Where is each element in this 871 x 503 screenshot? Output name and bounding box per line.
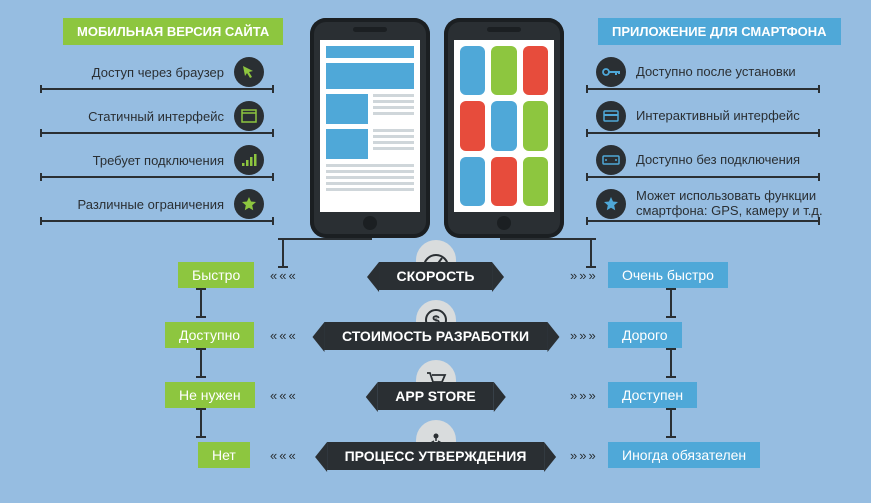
phone-screen xyxy=(454,40,554,212)
layout-row xyxy=(326,129,414,159)
rule xyxy=(586,220,820,222)
app-tile xyxy=(460,101,485,150)
signal-icon xyxy=(234,145,264,175)
arrows-left-icon: ««« xyxy=(270,448,298,463)
connector xyxy=(200,348,202,378)
app-tile xyxy=(460,157,485,206)
cmp-center-label: СТОИМОСТЬ РАЗРАБОТКИ xyxy=(324,322,547,350)
cmp-left-value: Нет xyxy=(198,442,250,468)
arrows-right-icon: »»» xyxy=(570,388,598,403)
feature-text: Доступно после установки xyxy=(636,65,796,80)
rule xyxy=(40,88,274,90)
app-grid xyxy=(460,46,548,206)
app-tile xyxy=(491,46,516,95)
cmp-center-label: СКОРОСТЬ xyxy=(379,262,493,290)
window-icon xyxy=(234,101,264,131)
layout-bar xyxy=(326,94,368,124)
cmp-right-value: Доступен xyxy=(608,382,697,408)
feature-text: Доступно без подключения xyxy=(636,153,800,168)
feature-text: Статичный интерфейс xyxy=(88,109,224,124)
feature-row: Доступно без подключения xyxy=(590,138,850,182)
connector xyxy=(282,238,372,240)
features-left: Доступ через браузер Статичный интерфейс… xyxy=(10,50,270,226)
cmp-right-value: Иногда обязателен xyxy=(608,442,760,468)
feature-text: Может использовать функции смартфона: GP… xyxy=(636,189,826,219)
feature-row: Может использовать функции смартфона: GP… xyxy=(590,182,850,226)
cmp-center-label: ПРОЦЕСС УТВЕРЖДЕНИЯ xyxy=(327,442,545,470)
rule xyxy=(40,176,274,178)
star-icon xyxy=(596,189,626,219)
cursor-icon xyxy=(234,57,264,87)
arrows-right-icon: »»» xyxy=(570,328,598,343)
phone-screen xyxy=(320,40,420,212)
feature-row: Различные ограничения xyxy=(10,182,270,226)
text-lines xyxy=(373,129,415,159)
arrows-left-icon: ««« xyxy=(270,328,298,343)
device-icon xyxy=(596,145,626,175)
feature-text: Различные ограничения xyxy=(78,197,224,212)
rule xyxy=(40,220,274,222)
layout-bar xyxy=(326,46,414,58)
cmp-left-value: Не нужен xyxy=(165,382,255,408)
card-icon xyxy=(596,101,626,131)
text-lines xyxy=(326,164,414,206)
connector xyxy=(200,288,202,318)
feature-row: Интерактивный интерфейс xyxy=(590,94,850,138)
rule xyxy=(40,132,274,134)
connector xyxy=(670,348,672,378)
phone-app xyxy=(444,18,564,238)
header-smartphone-app: ПРИЛОЖЕНИЕ ДЛЯ СМАРТФОНА xyxy=(598,18,841,45)
app-tile xyxy=(523,157,548,206)
key-icon xyxy=(596,57,626,87)
feature-text: Требует подключения xyxy=(93,153,224,168)
feature-text: Доступ через браузер xyxy=(92,65,224,80)
connector xyxy=(590,238,592,268)
header-mobile-site: МОБИЛЬНАЯ ВЕРСИЯ САЙТА xyxy=(63,18,283,45)
app-tile xyxy=(491,157,516,206)
arrows-right-icon: »»» xyxy=(570,448,598,463)
layout-bar xyxy=(326,129,368,159)
arrows-right-icon: »»» xyxy=(570,268,598,283)
feature-row: Доступ через браузер xyxy=(10,50,270,94)
connector xyxy=(500,238,592,240)
layout-bar xyxy=(326,63,414,89)
phone-mobile-site xyxy=(310,18,430,238)
rule xyxy=(586,176,820,178)
star-icon xyxy=(234,189,264,219)
feature-text: Интерактивный интерфейс xyxy=(636,109,800,124)
feature-row: Требует подключения xyxy=(10,138,270,182)
arrows-left-icon: ««« xyxy=(270,268,298,283)
cmp-right-value: Дорого xyxy=(608,322,682,348)
arrows-left-icon: ««« xyxy=(270,388,298,403)
feature-row: Доступно после установки xyxy=(590,50,850,94)
rule xyxy=(586,132,820,134)
rule xyxy=(586,88,820,90)
app-tile xyxy=(523,101,548,150)
cmp-left-value: Доступно xyxy=(165,322,254,348)
connector xyxy=(282,238,284,268)
cmp-center-label: APP STORE xyxy=(377,382,493,410)
connector xyxy=(670,408,672,438)
connector xyxy=(670,288,672,318)
app-tile xyxy=(523,46,548,95)
cmp-right-value: Очень быстро xyxy=(608,262,728,288)
connector xyxy=(200,408,202,438)
feature-row: Статичный интерфейс xyxy=(10,94,270,138)
app-tile xyxy=(460,46,485,95)
features-right: Доступно после установки Интерактивный и… xyxy=(590,50,850,226)
text-lines xyxy=(373,94,415,124)
layout-row xyxy=(326,94,414,124)
cmp-left-value: Быстро xyxy=(178,262,254,288)
app-tile xyxy=(491,101,516,150)
